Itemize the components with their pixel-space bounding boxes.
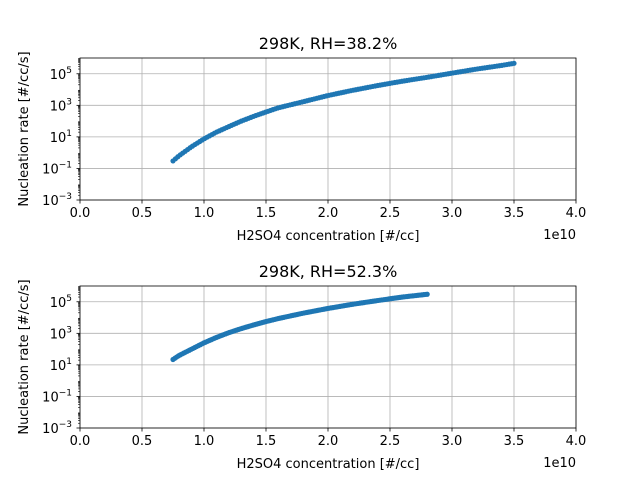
x-tick-label: 2.0 [318,206,339,221]
y-tick-label: 10−3 [42,192,72,209]
x-tick-label: 3.5 [504,434,525,449]
x-tick-label: 1.5 [256,434,277,449]
x-tick-label: 3.0 [442,206,463,221]
x-tick-label: 2.0 [318,434,339,449]
y-tick-label: 101 [50,357,72,374]
x-tick-label: 2.5 [380,434,401,449]
scatter-series [170,291,430,363]
subplot-bottom: 0.0 0.5 1.0 1.5 2.0 2.5 3.0 3.5 4.0 10−3 10−1 101 10… [17,262,586,472]
x-tick-label: 2.5 [380,206,401,221]
x-axis-offset-label: 1e10 [543,228,576,243]
data-point [511,60,517,66]
x-tick-label: 0.0 [70,434,91,449]
subplot-top: 0.0 0.5 1.0 1.5 2.0 2.5 3.0 3.5 4.0 10−3 10−1 101 10… [17,34,586,244]
y-tick-label: 103 [50,325,72,342]
x-tick-label: 1.0 [194,434,215,449]
x-axis-offset-label: 1e10 [543,456,576,471]
axis-ticks: 0.0 0.5 1.0 1.5 2.0 2.5 3.0 3.5 4.0 10−3 10−1 101 10… [42,58,587,221]
x-tick-label: 3.5 [504,206,525,221]
x-tick-label: 1.5 [256,206,277,221]
x-tick-label: 0.5 [132,206,153,221]
y-tick-label: 10−1 [42,160,72,177]
y-tick-label: 10−1 [42,388,72,405]
y-tick-label: 105 [50,66,72,83]
axis-ticks: 0.0 0.5 1.0 1.5 2.0 2.5 3.0 3.5 4.0 10−3 10−1 101 10… [42,286,587,449]
x-axis-label: H2SO4 concentration [#/cc] [237,457,420,472]
y-axis-label: Nucleation rate [#/cc/s] [17,279,32,434]
x-tick-label: 4.0 [566,434,587,449]
scatter-series [170,60,517,164]
y-tick-label: 105 [50,294,72,311]
y-tick-label: 103 [50,97,72,114]
y-axis-label: Nucleation rate [#/cc/s] [17,51,32,206]
chart-title: 298K, RH=38.2% [259,34,398,53]
x-tick-label: 0.0 [70,206,91,221]
y-tick-label: 10−3 [42,420,72,437]
x-tick-label: 4.0 [566,206,587,221]
data-point [424,291,430,297]
x-tick-label: 0.5 [132,434,153,449]
x-tick-label: 3.0 [442,434,463,449]
x-tick-label: 1.0 [194,206,215,221]
y-tick-label: 101 [50,129,72,146]
x-axis-label: H2SO4 concentration [#/cc] [237,229,420,244]
chart-title: 298K, RH=52.3% [259,262,398,281]
